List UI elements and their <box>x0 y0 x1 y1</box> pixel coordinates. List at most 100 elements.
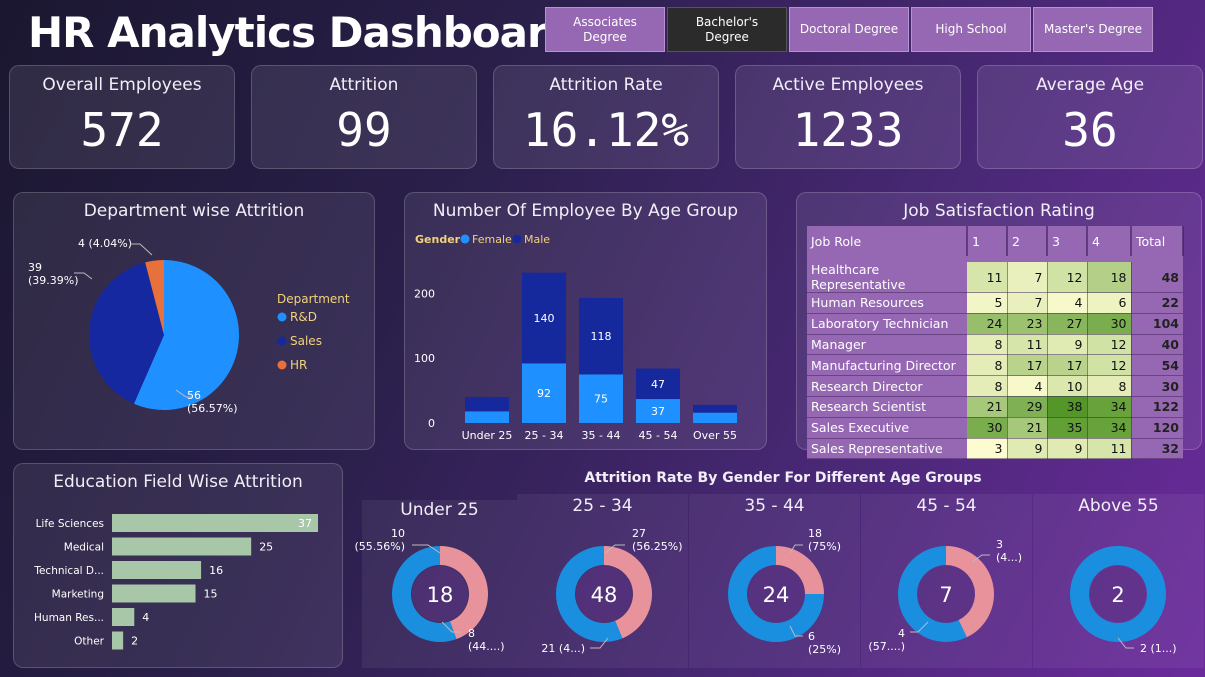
education-bar[interactable] <box>112 584 196 603</box>
job-role-cell: Research Director <box>807 375 967 397</box>
table-header-row: Job Role 1 2 3 4 Total <box>807 226 1184 256</box>
bar-female[interactable] <box>522 363 566 423</box>
bar-male[interactable] <box>465 397 509 412</box>
education-bar[interactable] <box>112 561 202 579</box>
slicer-doctoral-degree[interactable]: Doctoral Degree <box>789 7 909 52</box>
column-header[interactable]: 1 <box>967 226 1008 256</box>
bar-data-label: 118 <box>591 330 612 343</box>
bar-data-label: 140 <box>534 312 555 325</box>
total-cell: 104 <box>1131 313 1183 335</box>
bar-female[interactable] <box>579 374 623 423</box>
x-tick-label: 25 - 34 <box>525 429 564 442</box>
legend-marker <box>460 234 470 244</box>
bar-female[interactable] <box>693 412 737 423</box>
total-cell: 122 <box>1131 396 1183 418</box>
bar-data-label: 75 <box>594 393 608 406</box>
age-group-card: Number Of Employee By Age Group Gender Fe… <box>404 192 767 450</box>
bar-male[interactable] <box>579 297 623 375</box>
gauge-panel: 25 - 34 <box>517 494 688 668</box>
rating-cell: 17 <box>1007 354 1048 377</box>
age-group-chart: Gender Female Male 0 100 200 Under 25 92 140 25 -… <box>414 233 737 442</box>
rating-cell: 3 <box>967 438 1008 460</box>
pie-data-label: 4 (4.04%) <box>78 237 132 250</box>
gauge-panel: 35 - 44 <box>689 494 860 668</box>
gauge-title: 25 - 34 <box>572 496 633 516</box>
department-attrition-card: Department wise Attrition 56 (56.57%) 39 (3… <box>13 192 375 450</box>
column-header[interactable]: Job Role <box>807 226 968 256</box>
pie-slice-hr[interactable] <box>145 260 164 335</box>
bar-data-label: 15 <box>204 588 218 601</box>
column-header[interactable]: 3 <box>1047 226 1088 256</box>
rating-cell: 9 <box>1047 334 1088 356</box>
table-row: Research Director 8 4 10 8 30 <box>807 375 1183 397</box>
x-tick-label: 35 - 44 <box>582 429 621 442</box>
rating-cell: 7 <box>1007 292 1048 314</box>
education-bar[interactable] <box>112 514 318 532</box>
rating-cell: 8 <box>967 334 1008 356</box>
rating-cell: 12 <box>1087 334 1132 356</box>
slicer-masters-degree[interactable]: Master's Degree <box>1033 7 1153 52</box>
y-category-label: Other <box>74 636 104 648</box>
gauge-panel: 45 - 54 <box>861 494 1032 668</box>
bar-data-label: 37 <box>651 405 665 418</box>
slicer-high-school[interactable]: High School <box>911 7 1031 52</box>
kpi-value: 572 <box>80 103 164 157</box>
table-row: Laboratory Technician 24 23 27 30 104 <box>807 313 1183 335</box>
y-category-label: Technical D... <box>33 565 104 577</box>
pie-slice-sales[interactable] <box>89 262 164 404</box>
job-role-cell: Laboratory Technician <box>807 313 967 335</box>
job-role-cell: Manufacturing Director <box>807 354 967 377</box>
legend-entry: Female <box>472 233 512 246</box>
job-role-cell: Sales Executive <box>807 417 967 439</box>
column-header[interactable]: 4 <box>1087 226 1132 256</box>
education-bar[interactable] <box>112 631 124 650</box>
rating-cell: 12 <box>1047 262 1088 293</box>
rating-cell: 30 <box>1087 313 1132 335</box>
rating-cell: 4 <box>1047 292 1088 314</box>
total-cell: 22 <box>1131 292 1183 314</box>
y-category-label: Marketing <box>52 589 104 601</box>
bar-data-label: 25 <box>259 541 273 554</box>
y-tick-label: 100 <box>414 352 435 365</box>
legend-entry: Male <box>524 233 550 246</box>
kpi-label: Average Age <box>1035 75 1145 95</box>
slicer-associates-degree[interactable]: Associates Degree <box>545 7 665 52</box>
bar-male[interactable] <box>693 404 737 413</box>
education-bar[interactable] <box>112 537 252 556</box>
bar-male[interactable] <box>636 368 680 400</box>
table-row: Research Scientist 21 29 38 34 122 <box>807 396 1183 418</box>
rating-cell: 9 <box>1007 438 1048 460</box>
gauge-title: 45 - 54 <box>916 496 977 516</box>
rating-cell: 4 <box>1007 375 1048 397</box>
rating-cell: 10 <box>1047 375 1088 397</box>
slicer-bachelors-degree[interactable]: Bachelor's Degree <box>667 7 787 52</box>
column-header[interactable]: Total <box>1131 226 1184 256</box>
table-row: Manager 8 11 9 12 40 <box>807 334 1183 356</box>
rating-cell: 23 <box>1007 313 1048 335</box>
total-cell: 30 <box>1131 375 1183 397</box>
bar-male[interactable] <box>522 272 566 364</box>
bar-data-label: 47 <box>651 378 665 391</box>
table-row: Manufacturing Director 8 17 17 12 54 <box>807 354 1183 377</box>
x-tick-label: 45 - 54 <box>639 429 678 442</box>
rating-cell: 21 <box>967 396 1008 418</box>
rating-cell: 27 <box>1047 313 1088 335</box>
education-bar[interactable] <box>112 608 135 626</box>
y-category-label: Life Sciences <box>36 518 104 530</box>
pie-slice-rd[interactable] <box>133 260 240 410</box>
total-cell: 48 <box>1131 262 1183 293</box>
kpi-label: Overall Employees <box>42 75 202 95</box>
column-header[interactable]: 2 <box>1007 226 1048 256</box>
rating-cell: 8 <box>967 354 1008 377</box>
bar-female[interactable] <box>636 399 680 423</box>
bar-female[interactable] <box>465 411 509 423</box>
x-tick-label: Over 55 <box>693 429 737 442</box>
gauge-title: Under 25 <box>400 500 479 520</box>
rating-cell: 17 <box>1047 354 1088 377</box>
rating-cell: 6 <box>1087 292 1132 314</box>
kpi-value: 99 <box>336 103 392 157</box>
kpi-label: Attrition <box>329 75 399 95</box>
total-cell: 40 <box>1131 334 1183 356</box>
department-attrition-chart: 56 (56.57%) 39 (39.39%) 4 (4.04%) Department R… <box>28 237 350 415</box>
bar-data-label: 2 <box>131 635 138 648</box>
